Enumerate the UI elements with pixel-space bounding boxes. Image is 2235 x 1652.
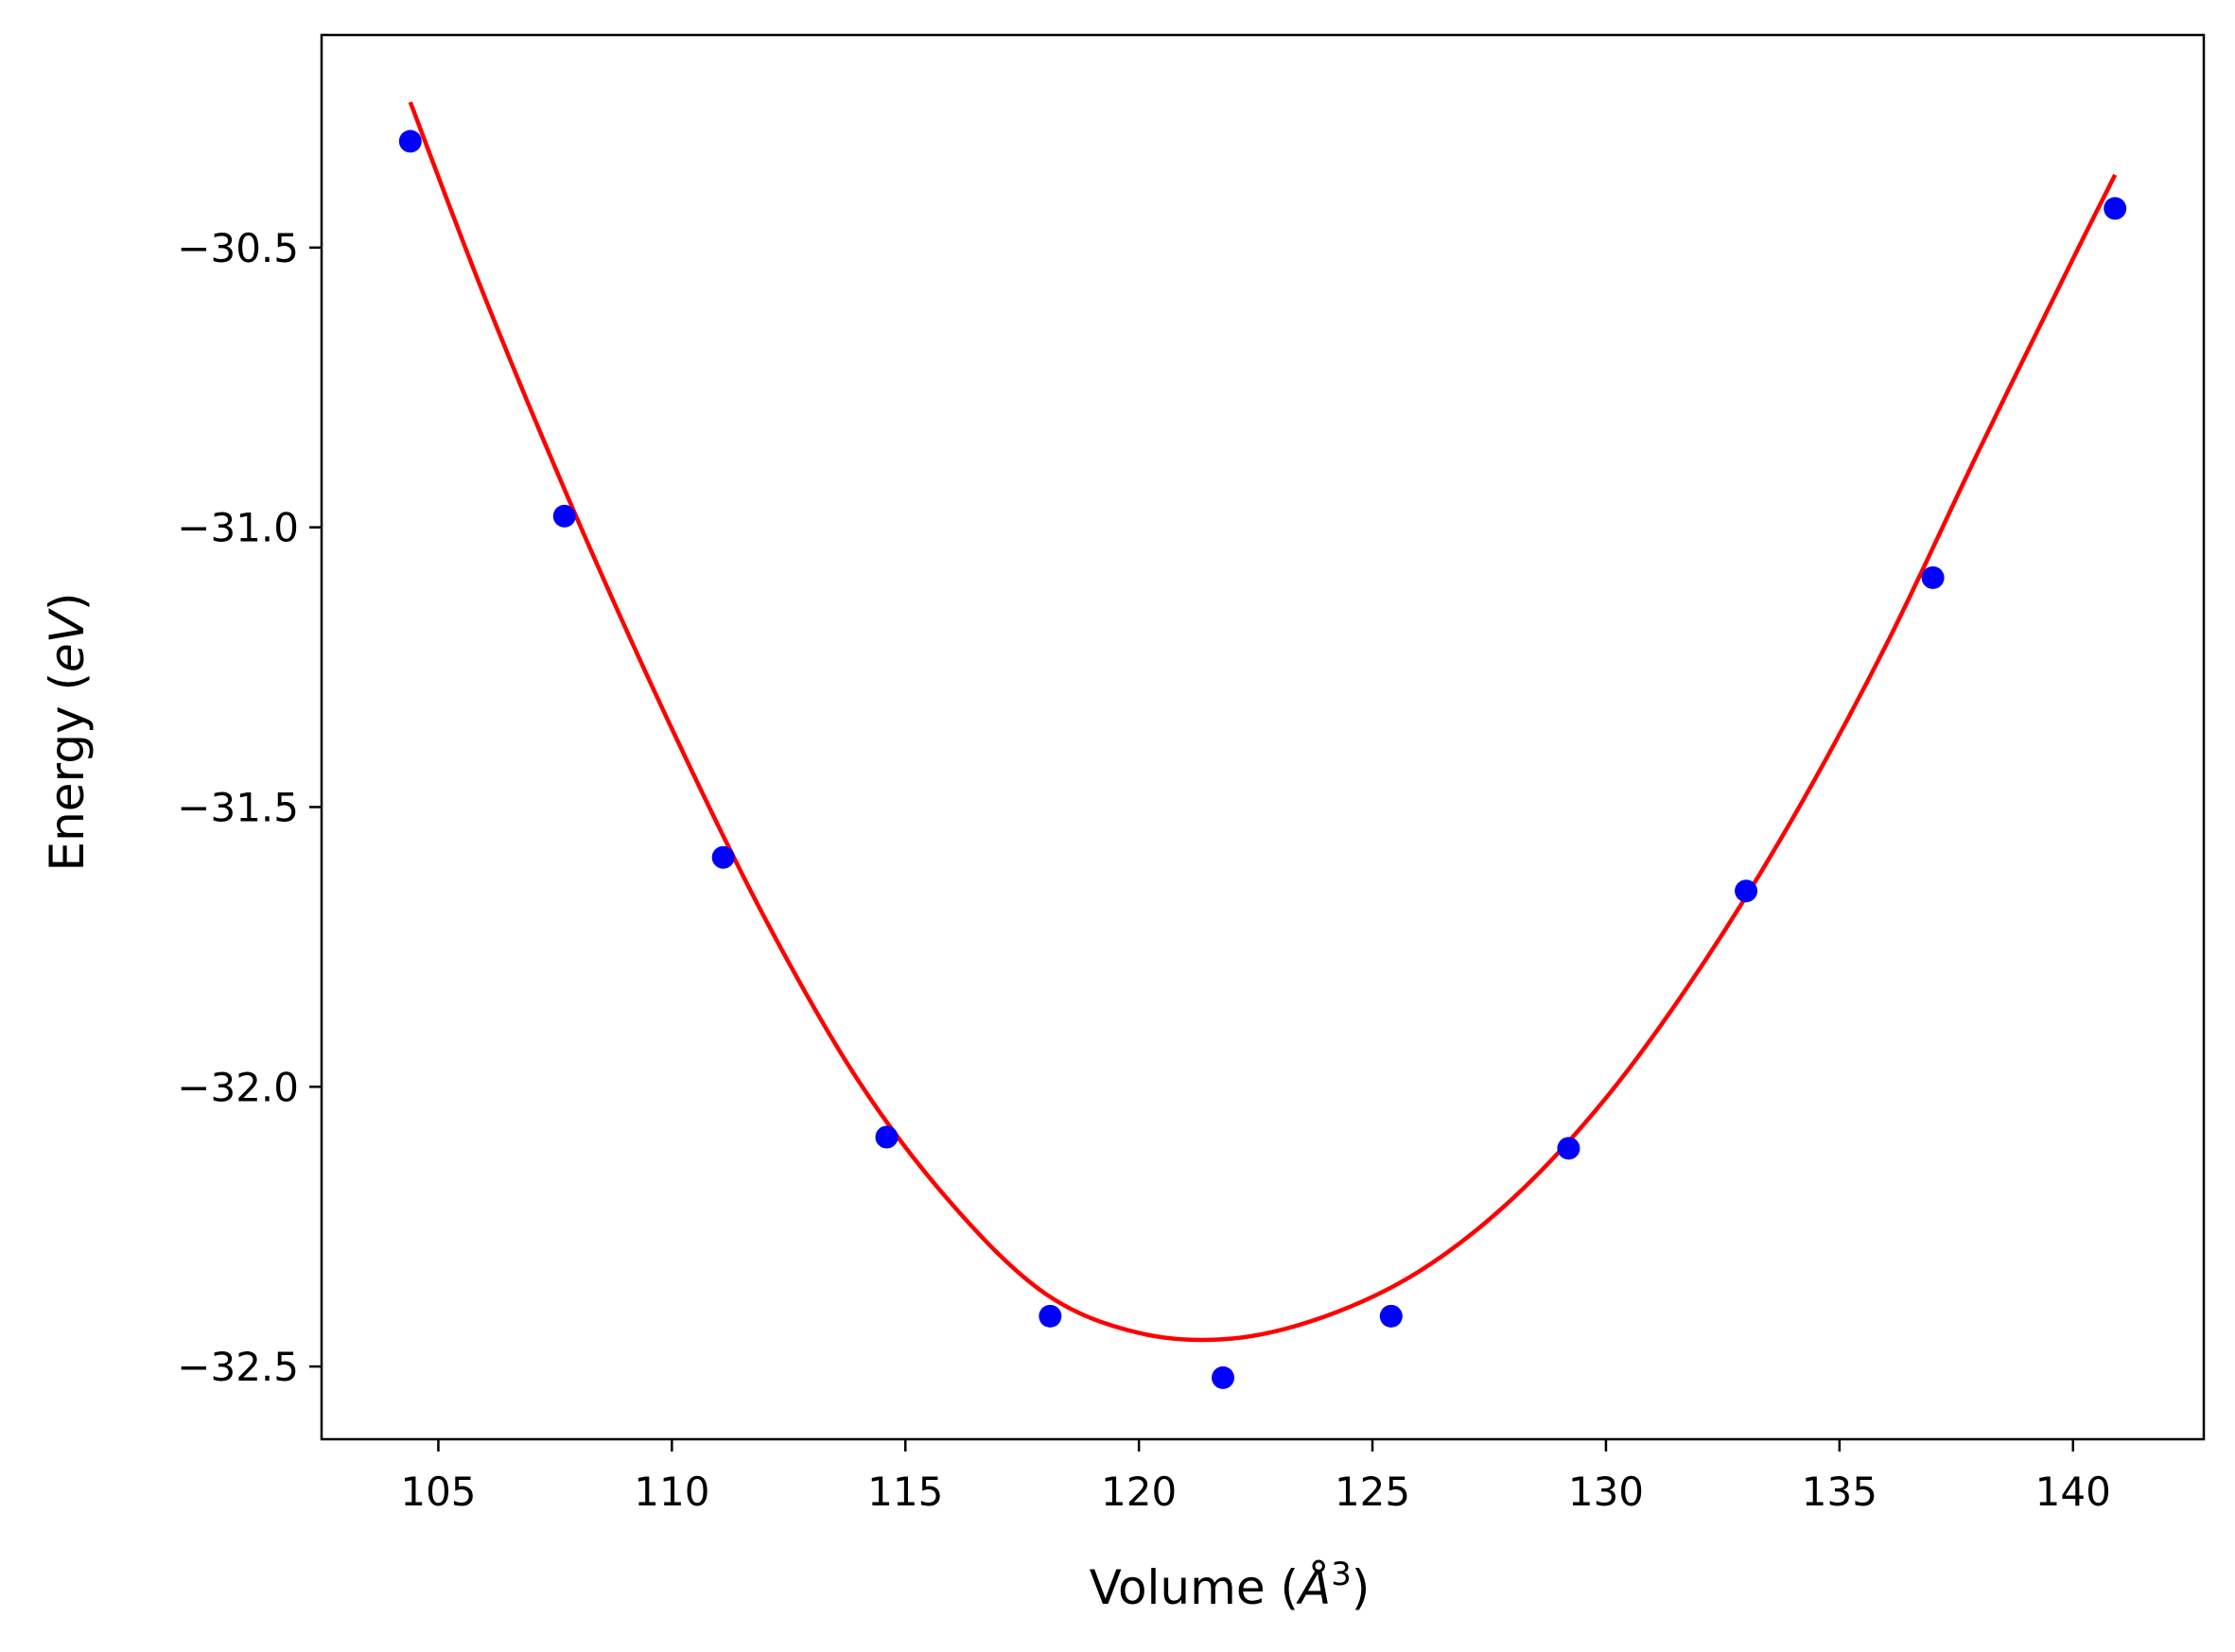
data-point bbox=[1735, 879, 1758, 903]
y-tick-label: −32.5 bbox=[177, 1344, 299, 1390]
data-point bbox=[398, 130, 422, 153]
x-tick-label: 120 bbox=[1101, 1469, 1177, 1515]
y-tick-label: −31.5 bbox=[177, 784, 299, 830]
x-axis-label-symbol: Å bbox=[1296, 1560, 1331, 1615]
y-ticks: −30.5 −31.0 −31.5 −32.0 −32.5 bbox=[177, 225, 322, 1390]
x-tick-label: 130 bbox=[1568, 1469, 1644, 1515]
y-axis-label: Energy (eV) bbox=[40, 593, 95, 872]
fit-curve-line bbox=[408, 101, 2118, 1343]
data-point bbox=[875, 1125, 899, 1149]
data-point bbox=[1557, 1137, 1580, 1160]
data-points-layer bbox=[398, 130, 2127, 1389]
x-axis-label: Volume (Å3) bbox=[1090, 1556, 1371, 1615]
y-axis-label-symbol: eV bbox=[40, 607, 95, 672]
x-axis-label-suffix: ) bbox=[1352, 1560, 1371, 1615]
x-tick-label: 110 bbox=[634, 1469, 709, 1515]
x-ticks: 105 110 115 120 125 130 135 140 bbox=[400, 1439, 2111, 1515]
x-tick-label: 135 bbox=[1802, 1469, 1877, 1515]
x-tick-label: 125 bbox=[1335, 1469, 1410, 1515]
plot-frame bbox=[320, 33, 2206, 1441]
data-point bbox=[1039, 1304, 1062, 1328]
y-axis-label-prefix: Energy ( bbox=[40, 672, 95, 871]
data-point bbox=[1921, 565, 1945, 589]
x-tick-label: 105 bbox=[400, 1469, 476, 1515]
data-point bbox=[552, 504, 576, 528]
x-axis-label-superscript: 3 bbox=[1331, 1556, 1352, 1593]
y-tick-label: −32.0 bbox=[177, 1064, 299, 1110]
data-point bbox=[2104, 197, 2127, 220]
data-point bbox=[1212, 1365, 1235, 1389]
x-tick-label: 140 bbox=[2035, 1469, 2111, 1515]
y-tick-label: −31.0 bbox=[177, 505, 299, 551]
fit-curve-layer bbox=[408, 101, 2118, 1343]
data-point bbox=[1379, 1304, 1403, 1328]
x-axis-label-prefix: Volume ( bbox=[1090, 1560, 1299, 1615]
y-tick-label: −30.5 bbox=[177, 225, 299, 271]
x-tick-label: 115 bbox=[867, 1469, 943, 1515]
data-point bbox=[711, 845, 735, 869]
y-axis-label-suffix: ) bbox=[40, 593, 95, 612]
